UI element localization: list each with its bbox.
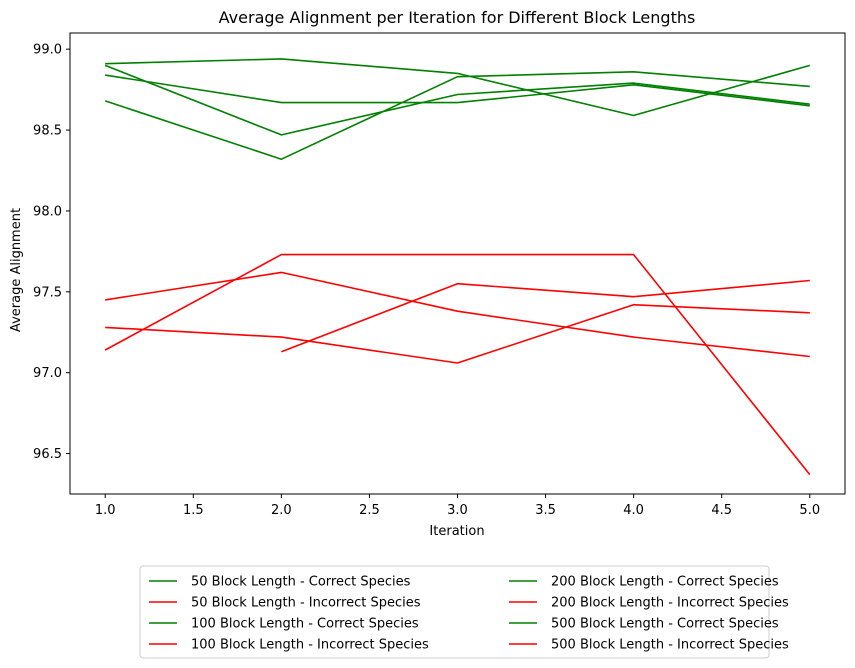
x-tick-label: 2.0 — [271, 503, 292, 518]
series-line-5 — [105, 74, 810, 107]
x-tick-label: 3.5 — [535, 503, 556, 518]
x-axis-label: Iteration — [429, 524, 484, 539]
y-tick-label: 98.0 — [33, 204, 62, 219]
series-line-7 — [104, 64, 810, 136]
y-axis: 96.5 97.0 97.5 98.0 98.5 99.0 — [33, 43, 70, 462]
x-tick-label: 1.0 — [95, 503, 116, 518]
series-line-1 — [105, 58, 811, 117]
series-line-6 — [281, 279, 810, 353]
x-tick-label: 4.0 — [623, 503, 644, 518]
x-tick-label: 4.5 — [711, 503, 732, 518]
legend-entry: 50 Block Length - Correct Species — [191, 575, 411, 590]
x-tick-label: 1.5 — [183, 503, 204, 518]
legend-entry: 100 Block Length - Correct Species — [191, 617, 419, 632]
x-tick-label: 3.0 — [447, 503, 468, 518]
x-tick-label: 2.5 — [359, 503, 380, 518]
legend-entry: 500 Block Length - Correct Species — [551, 617, 779, 632]
y-tick-label: 99.0 — [33, 43, 62, 58]
series-line-4 — [105, 271, 810, 358]
legend-entry: 500 Block Length - Incorrect Species — [551, 638, 789, 653]
legend-entry: 50 Block Length - Incorrect Species — [191, 596, 421, 611]
series-layer — [104, 58, 811, 476]
series-line-2 — [104, 253, 811, 476]
y-axis-label: Average Alignment — [9, 208, 24, 332]
y-tick-label: 98.5 — [33, 124, 62, 139]
y-tick-label: 97.0 — [33, 366, 62, 381]
chart-title: Average Alignment per Iteration for Diff… — [219, 8, 696, 27]
x-axis: 1.0 1.5 2.0 2.5 3.0 3.5 4.0 4.5 5.0 — [95, 494, 820, 518]
legend-entry: 200 Block Length - Incorrect Species — [551, 596, 789, 611]
x-tick-label: 5.0 — [799, 503, 820, 518]
series-line-8 — [105, 303, 810, 364]
y-tick-label: 97.5 — [33, 285, 62, 300]
legend-entry: 200 Block Length - Correct Species — [551, 575, 779, 590]
legend: 50 Block Length - Correct Species 50 Bloc… — [139, 565, 789, 659]
y-tick-label: 96.5 — [33, 447, 62, 462]
legend-entry: 100 Block Length - Incorrect Species — [191, 638, 429, 653]
series-line-3 — [104, 71, 810, 160]
legend-box — [139, 565, 770, 659]
